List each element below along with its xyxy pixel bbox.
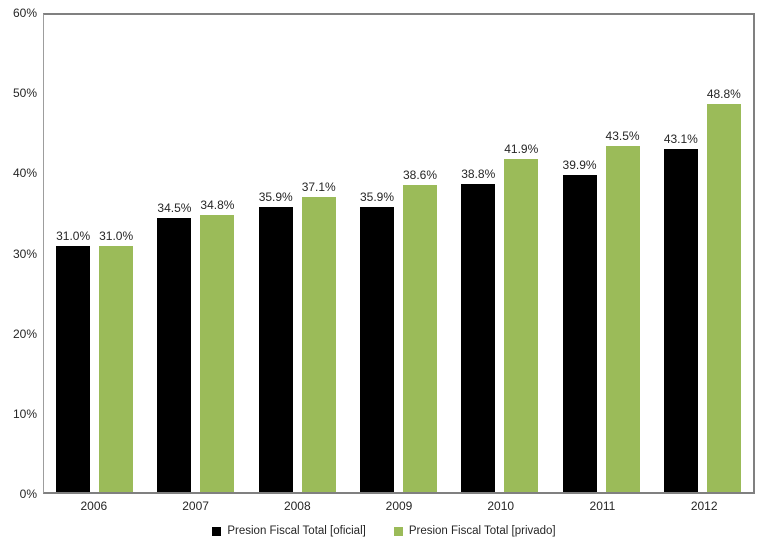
bar-unit: 38.8% xyxy=(461,15,495,492)
bar-unit: 31.0% xyxy=(99,15,133,492)
bar-oficial-2012 xyxy=(663,149,698,492)
x-axis-tick-label: 2006 xyxy=(80,499,108,513)
bar-privado-2010 xyxy=(504,158,539,492)
bar-privado-2006 xyxy=(99,245,134,492)
legend-swatch-icon xyxy=(393,526,403,536)
bar-value-label: 37.1% xyxy=(301,180,336,195)
bar-oficial-2006 xyxy=(56,245,91,492)
bar-group-2012: 43.1% 48.8% xyxy=(652,15,753,492)
x-axis-tick-label: 2010 xyxy=(487,499,515,513)
bar-value-label: 43.5% xyxy=(605,129,640,144)
bar-value-label: 31.0% xyxy=(56,228,91,243)
bar-unit: 38.6% xyxy=(403,15,437,492)
x-axis-tick-label: 2011 xyxy=(589,499,616,513)
bar-value-label: 41.9% xyxy=(504,141,539,156)
x-axis-tick-label: 2008 xyxy=(283,499,311,513)
legend-item-privado: Presion Fiscal Total [privado] xyxy=(393,524,556,538)
bar-oficial-2010 xyxy=(461,183,496,492)
bar-unit: 35.9% xyxy=(259,15,293,492)
bar-unit: 43.5% xyxy=(606,15,640,492)
legend-item-oficial: Presion Fiscal Total [oficial] xyxy=(212,524,366,538)
y-axis: 0% 10% 20% 30% 40% 50% 60% xyxy=(0,6,37,501)
y-axis-tick-label: 50% xyxy=(12,86,37,101)
bar-value-label: 34.5% xyxy=(157,200,192,215)
bar-value-label: 34.8% xyxy=(200,198,235,213)
bar-value-label: 48.8% xyxy=(706,87,741,102)
bar-unit: 48.8% xyxy=(707,15,741,492)
legend: Presion Fiscal Total [oficial] Presion Fi… xyxy=(0,524,768,538)
bar-group-2006: 31.0% 31.0% xyxy=(44,15,145,492)
bar-oficial-2007 xyxy=(157,217,192,492)
y-axis-tick-label: 30% xyxy=(12,246,37,261)
x-axis-tick-label: 2009 xyxy=(385,499,413,513)
bar-value-label: 38.8% xyxy=(461,166,496,181)
y-axis-tick-label: 60% xyxy=(12,6,37,20)
y-axis-tick-label: 20% xyxy=(12,326,37,341)
bar-unit: 35.9% xyxy=(360,15,394,492)
bar-oficial-2009 xyxy=(359,206,394,492)
x-axis-tick-label: 2012 xyxy=(690,499,718,513)
bar-unit: 34.8% xyxy=(200,15,234,492)
x-axis: 2006 2007 2008 2009 2010 2011 2012 xyxy=(43,499,755,513)
bar-value-label: 43.1% xyxy=(663,132,698,147)
bar-value-label: 35.9% xyxy=(258,189,293,204)
bar-value-label: 39.9% xyxy=(562,157,597,172)
y-axis-tick-label: 10% xyxy=(12,406,37,421)
bar-oficial-2011 xyxy=(562,174,597,492)
bar-group-2011: 39.9% 43.5% xyxy=(550,15,651,492)
bar-group-2009: 35.9% 38.6% xyxy=(348,15,449,492)
legend-swatch-icon xyxy=(212,526,222,536)
bar-unit: 37.1% xyxy=(302,15,336,492)
legend-label: Presion Fiscal Total [oficial] xyxy=(227,525,366,537)
bar-privado-2011 xyxy=(605,146,640,492)
bar-group-2008: 35.9% 37.1% xyxy=(247,15,348,492)
bar-unit: 39.9% xyxy=(563,15,597,492)
legend-label: Presion Fiscal Total [privado] xyxy=(408,525,556,537)
bar-unit: 34.5% xyxy=(157,15,191,492)
bar-unit: 31.0% xyxy=(56,15,90,492)
y-axis-tick-label: 0% xyxy=(19,487,37,501)
bar-value-label: 35.9% xyxy=(359,189,394,204)
bar-privado-2012 xyxy=(706,104,741,492)
bar-oficial-2008 xyxy=(258,206,293,492)
bar-value-label: 31.0% xyxy=(99,228,134,243)
bar-unit: 43.1% xyxy=(664,15,698,492)
bar-unit: 41.9% xyxy=(504,15,538,492)
x-axis-tick-label: 2007 xyxy=(182,499,209,513)
bar-privado-2009 xyxy=(402,185,437,492)
bar-group-2010: 38.8% 41.9% xyxy=(449,15,550,492)
bar-privado-2007 xyxy=(200,215,235,492)
bar-privado-2008 xyxy=(301,197,336,492)
bar-group-2007: 34.5% 34.8% xyxy=(145,15,246,492)
plot-area: 31.0% 31.0% 34.5% 34.8% 35.9% 37.1% 35.9% 38.6%… xyxy=(43,13,755,494)
y-axis-tick-label: 40% xyxy=(12,166,37,181)
bar-value-label: 38.6% xyxy=(402,168,437,183)
